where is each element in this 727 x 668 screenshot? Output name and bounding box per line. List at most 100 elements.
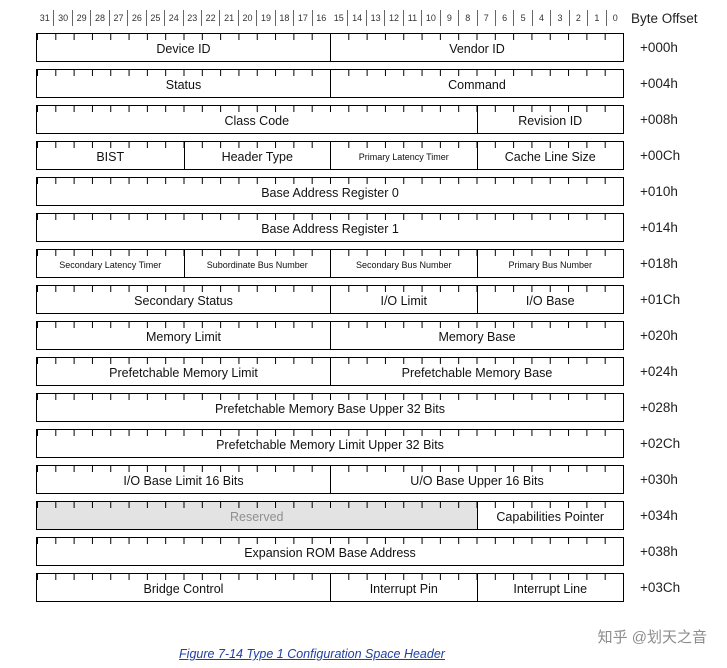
- field-status: Status: [165, 77, 202, 92]
- bit-number: 29: [71, 10, 90, 26]
- field-prefetchable-memory-limit: Prefetchable Memory Limit: [109, 365, 258, 380]
- field-reserved: Reserved: [37, 502, 477, 529]
- bit-number: 30: [53, 10, 71, 26]
- bit-number: 25: [145, 10, 164, 26]
- bit-number: 18: [274, 10, 293, 26]
- bit-number: 7: [476, 10, 495, 26]
- field-bridge-control: Bridge Control: [143, 581, 224, 596]
- register-row-box: Device ID Vendor ID: [36, 33, 624, 62]
- bit-number: 2: [568, 10, 587, 26]
- field-base-address-register-0: Base Address Register 0: [261, 185, 399, 200]
- bit-number: 26: [127, 10, 145, 26]
- bit-number: 8: [458, 10, 476, 26]
- register-row-box: Base Address Register 0: [36, 177, 624, 206]
- register-row: Secondary Latency Timer Subordinate Bus N…: [36, 249, 726, 278]
- register-row-box: Bridge Control Interrupt Pin Interrupt Lin…: [36, 573, 624, 602]
- bit-number: 17: [293, 10, 311, 26]
- field-header-type: Header Type: [183, 142, 331, 169]
- bit-number: 16: [311, 10, 330, 26]
- register-row: Reserved Capabilities Pointer +034h: [36, 501, 726, 530]
- register-row: Prefetchable Memory Base Upper 32 Bits +0…: [36, 393, 726, 422]
- field-i-o-limit: I/O Limit: [330, 286, 477, 313]
- register-row-box: Prefetchable Memory Base Upper 32 Bits: [36, 393, 624, 422]
- bit-numbers-high: 31 30 29 28 27 26 25 24 23 22 21 20 19 18 17 16: [36, 10, 330, 26]
- register-row-box: Memory Limit Memory Base: [36, 321, 624, 350]
- bit-number: 23: [182, 10, 201, 26]
- field-capabilities-pointer: Capabilities Pointer: [476, 502, 624, 529]
- bit-number: 22: [200, 10, 219, 26]
- bit-number: 24: [164, 10, 182, 26]
- field-secondary-latency-timer: Secondary Latency Timer: [59, 259, 162, 270]
- register-row: Secondary Status I/O Limit I/O Base +01Ch: [36, 285, 726, 314]
- register-row: Memory Limit Memory Base +020h: [36, 321, 726, 350]
- field-vendor-id: Vendor ID: [330, 34, 623, 61]
- bit-number: 15: [333, 13, 344, 23]
- bit-number: 3: [550, 10, 568, 26]
- bit-number: 13: [365, 10, 384, 26]
- field-interrupt-pin: Interrupt Pin: [330, 574, 477, 601]
- bit-number: 28: [90, 10, 108, 26]
- bit-numbers-low: 15 14 13 12 11 10 9 8 7 6 5 4 3 2 1 0: [330, 10, 624, 26]
- register-row: Base Address Register 1 +014h: [36, 213, 726, 242]
- byte-offset-column-header: Byte Offset: [631, 11, 698, 26]
- register-row: BIST Header Type Primary Latency Timer Cach…: [36, 141, 726, 170]
- bit-number: 11: [402, 10, 421, 26]
- bit-number: 31: [39, 13, 50, 23]
- register-row-box: Reserved Capabilities Pointer: [36, 501, 624, 530]
- register-row: Expansion ROM Base Address +038h: [36, 537, 726, 566]
- field-i-o-base-limit-16-bits: I/O Base Limit 16 Bits: [123, 473, 244, 488]
- byte-offset: +020h: [640, 328, 678, 343]
- register-row-box: Secondary Status I/O Limit I/O Base: [36, 285, 624, 314]
- field-interrupt-line: Interrupt Line: [476, 574, 624, 601]
- field-base-address-register-1: Base Address Register 1: [261, 221, 399, 236]
- register-row: Base Address Register 0 +010h: [36, 177, 726, 206]
- field-secondary-bus-number: Secondary Bus Number: [330, 250, 477, 277]
- register-row-box: Expansion ROM Base Address: [36, 537, 624, 566]
- figure-caption-text: Figure 7-14 Type 1 Configuration Space H…: [179, 647, 445, 661]
- field-command: Command: [330, 70, 623, 97]
- bit-number: 14: [347, 10, 365, 26]
- register-row-box: Prefetchable Memory Limit Prefetchable Me…: [36, 357, 624, 386]
- register-row: Bridge Control Interrupt Pin Interrupt Lin…: [36, 573, 726, 602]
- field-memory-base: Memory Base: [330, 322, 623, 349]
- bit-number-header: 31 30 29 28 27 26 25 24 23 22 21 20 19 18 17 16 15 14 13 1…: [36, 10, 624, 26]
- field-revision-id: Revision ID: [476, 106, 624, 133]
- field-bist: BIST: [96, 149, 125, 164]
- byte-offset: +028h: [640, 400, 678, 415]
- field-u-o-base-upper-16-bits: U/O Base Upper 16 Bits: [330, 466, 623, 493]
- field-primary-bus-number: Primary Bus Number: [476, 250, 624, 277]
- register-row-box: Base Address Register 1: [36, 213, 624, 242]
- field-subordinate-bus-number: Subordinate Bus Number: [183, 250, 331, 277]
- byte-offset: +030h: [640, 472, 678, 487]
- byte-offset: +024h: [640, 364, 678, 379]
- byte-offset: +000h: [640, 40, 678, 55]
- byte-offset: +018h: [640, 256, 678, 271]
- register-row-box: Prefetchable Memory Limit Upper 32 Bits: [36, 429, 624, 458]
- bit-number: 27: [108, 10, 127, 26]
- bit-number: 1: [587, 10, 605, 26]
- register-row-box: Secondary Latency Timer Subordinate Bus N…: [36, 249, 624, 278]
- field-memory-limit: Memory Limit: [145, 329, 221, 344]
- register-row: Prefetchable Memory Limit Upper 32 Bits +…: [36, 429, 726, 458]
- register-row-box: I/O Base Limit 16 Bits U/O Base Upper 16 …: [36, 465, 624, 494]
- bit-number: 21: [219, 10, 237, 26]
- register-row: I/O Base Limit 16 Bits U/O Base Upper 16 …: [36, 465, 726, 494]
- byte-offset: +008h: [640, 112, 678, 127]
- byte-offset: +014h: [640, 220, 678, 235]
- register-row-box: Class Code Revision ID: [36, 105, 624, 134]
- bit-number: 6: [494, 10, 513, 26]
- field-class-code: Class Code: [224, 113, 290, 128]
- field-primary-latency-timer: Primary Latency Timer: [330, 142, 477, 169]
- bit-number: 5: [513, 10, 531, 26]
- register-row-box: Status Command: [36, 69, 624, 98]
- register-row: Status Command +004h: [36, 69, 726, 98]
- bit-number: 10: [421, 10, 439, 26]
- register-row: Device ID Vendor ID +000h: [36, 33, 726, 62]
- watermark: 知乎 @划天之音: [597, 629, 707, 646]
- register-row-box: BIST Header Type Primary Latency Timer Cach…: [36, 141, 624, 170]
- byte-offset: +02Ch: [640, 436, 681, 451]
- field-cache-line-size: Cache Line Size: [476, 142, 624, 169]
- byte-offset: +034h: [640, 508, 678, 523]
- byte-offset: +00Ch: [640, 148, 681, 163]
